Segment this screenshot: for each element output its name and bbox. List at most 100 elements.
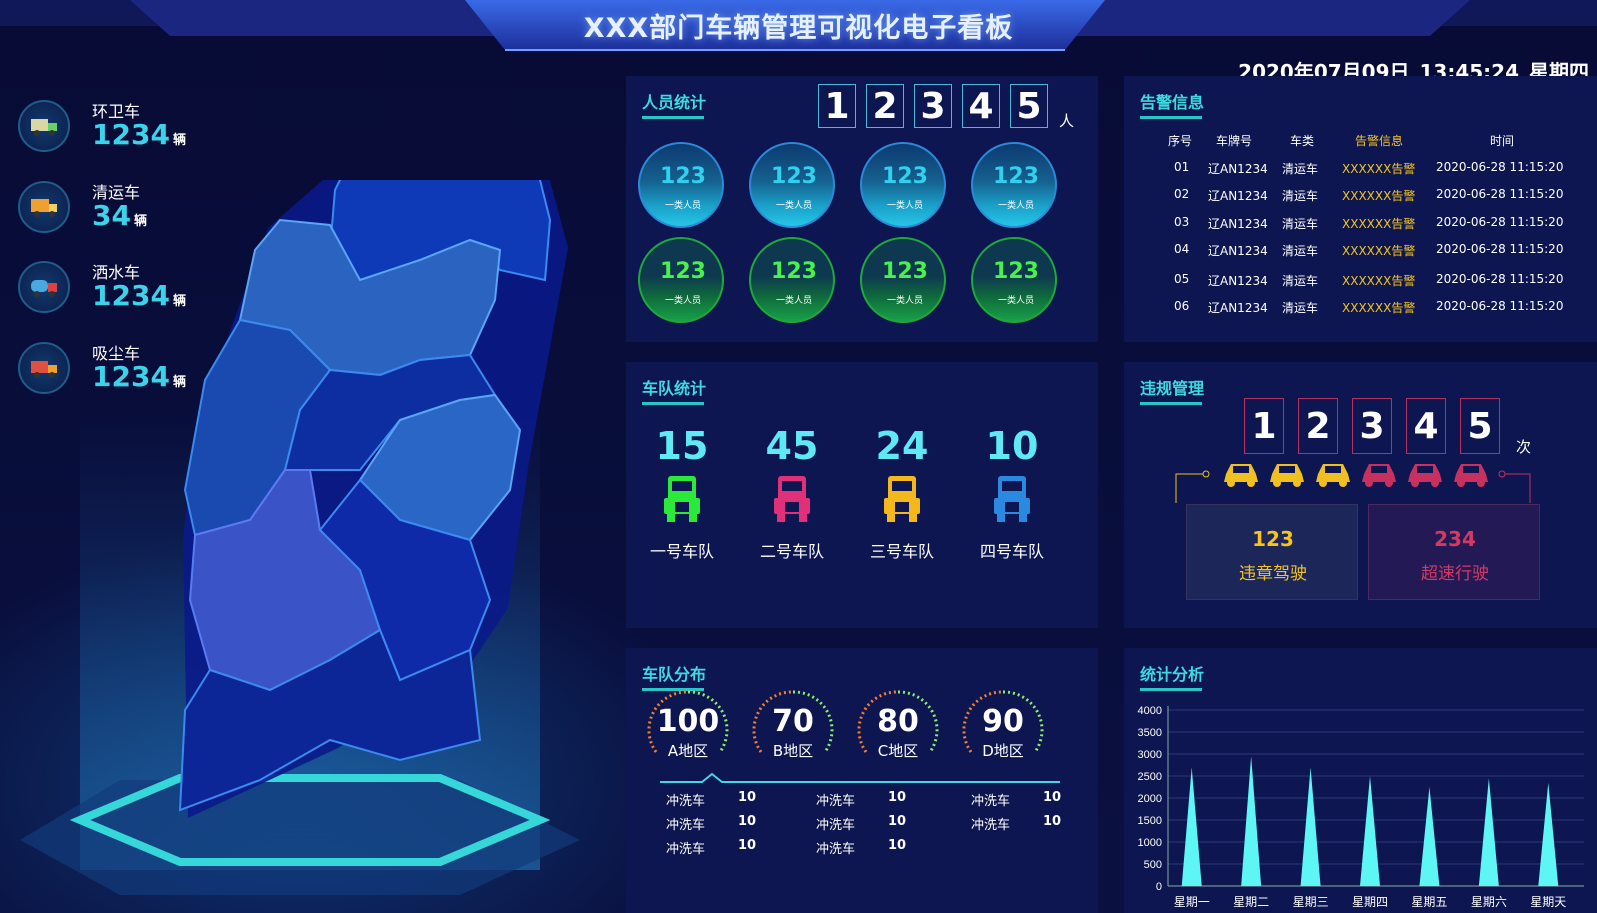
map-region-southeast	[318, 478, 492, 682]
bar	[1419, 787, 1440, 886]
car-icon	[1316, 464, 1350, 487]
truck-icon	[664, 476, 700, 522]
y-tick-label: 4000	[1138, 705, 1162, 717]
sprinkler-truck-icon	[18, 261, 70, 313]
y-tick-label: 0	[1156, 881, 1162, 893]
alarm-cell-plate: 辽AN1234	[1208, 189, 1268, 203]
alarm-cell-plate: 辽AN1234	[1208, 274, 1268, 288]
team-value: 24	[875, 424, 929, 468]
vehicle-count: 34 辆	[92, 199, 147, 232]
violation-digit: 3	[1352, 398, 1392, 454]
car-icon	[1408, 464, 1442, 487]
violation-box-label: 超速行驶	[1421, 564, 1489, 584]
vehicle-name: 洒水车	[92, 263, 141, 282]
y-tick-label: 500	[1144, 859, 1162, 871]
alarm-cell-info: XXXXXX告警	[1342, 244, 1416, 258]
delivery-truck-icon	[18, 181, 70, 233]
personnel-label: 一类人员	[775, 201, 812, 211]
panel-title: 统计分析	[1140, 665, 1205, 684]
item-value: 10	[888, 838, 907, 853]
personnel-circle: 123 一类人员	[749, 237, 835, 323]
region-gauge: 100 A地区	[642, 686, 734, 766]
distribution-item: 冲洗车 10	[816, 790, 906, 809]
personnel-circle: 123 一类人员	[971, 142, 1057, 228]
violation-unit: 次	[1516, 438, 1532, 456]
fleet-team: 24 三号车队	[852, 424, 952, 562]
alarm-cell-no: 06	[1174, 299, 1190, 313]
alarm-cell-time: 2020-06-28 11:15:20	[1436, 272, 1564, 286]
violation-digit: 1	[1244, 398, 1284, 454]
gauge-value: 80	[877, 704, 919, 739]
x-tick-label: 星期三	[1293, 895, 1329, 909]
personnel-label: 一类人员	[886, 201, 923, 211]
team-label: 一号车队	[649, 542, 714, 561]
bar	[1360, 776, 1380, 886]
car-icon	[1224, 464, 1258, 487]
distribution-item: 冲洗车 10	[666, 790, 756, 809]
personnel-digit: 2	[866, 84, 904, 128]
personnel-value: 123	[882, 259, 928, 284]
truck-icon	[994, 476, 1030, 522]
title-underline	[642, 402, 704, 405]
personnel-label: 一类人员	[664, 296, 701, 306]
gauge-ring	[857, 690, 939, 753]
x-tick-label: 星期天	[1530, 895, 1566, 909]
item-value: 10	[1043, 814, 1062, 829]
bar	[1181, 767, 1202, 886]
alarm-cell-plate: 辽AN1234	[1208, 244, 1268, 258]
alarm-cell-info: XXXXXX告警	[1342, 162, 1416, 176]
alarm-row: 04 辽AN1234 清运车 XXXXXX告警 2020-06-28 11:15:20	[1124, 242, 1597, 258]
violation-digit: 2	[1298, 398, 1338, 454]
personnel-value: 123	[771, 259, 817, 284]
vehicle-item: 洒水车 1234 辆	[18, 253, 218, 319]
fleet-team: 15 一号车队	[632, 424, 732, 562]
x-tick-label: 星期六	[1471, 895, 1507, 909]
team-label: 三号车队	[869, 542, 934, 561]
distribution-item: 冲洗车 10	[666, 838, 756, 857]
item-name: 冲洗车	[666, 818, 706, 833]
alarm-cell-no: 01	[1174, 160, 1190, 174]
personnel-label: 一类人员	[997, 201, 1034, 211]
alarm-cell-plate: 辽AN1234	[1208, 162, 1268, 176]
alarm-cell-type: 清运车	[1282, 189, 1319, 203]
x-tick-label: 星期一	[1174, 895, 1210, 909]
distribution-item: 冲洗车 10	[971, 814, 1061, 833]
violation-box-illegal: 123 违章驾驶	[1186, 504, 1358, 600]
team-value: 10	[985, 424, 1039, 468]
violation-box-value: 123	[1252, 527, 1294, 551]
gauge-label: C地区	[877, 742, 919, 760]
personnel-digit: 5	[1010, 84, 1048, 128]
base-platform	[20, 780, 580, 895]
title-underline	[642, 116, 704, 119]
vehicle-count: 1234 辆	[92, 360, 186, 393]
gauge-label: A地区	[667, 742, 709, 760]
item-value: 10	[738, 790, 757, 805]
vehicle-name: 环卫车	[92, 102, 141, 121]
gauge-ring	[647, 690, 729, 753]
gauge-ring	[962, 690, 1044, 753]
personnel-digit: 4	[962, 84, 1000, 128]
bar	[1538, 782, 1559, 886]
team-label: 二号车队	[759, 542, 824, 561]
col-header: 序号	[1168, 134, 1193, 148]
bar	[1300, 767, 1321, 886]
item-value: 10	[738, 814, 757, 829]
alarm-panel: 告警信息 序号 车牌号 车类 告警信息 时间 01 辽AN1234 清运车 XXXXX…	[1124, 76, 1597, 342]
personnel-unit: 人	[1059, 112, 1075, 130]
alarm-cell-time: 2020-06-28 11:15:20	[1436, 187, 1564, 201]
item-value: 10	[738, 838, 757, 853]
distribution-divider	[660, 772, 1060, 783]
personnel-label: 一类人员	[664, 201, 701, 211]
panel-title: 告警信息	[1140, 93, 1205, 112]
col-header: 告警信息	[1355, 134, 1404, 148]
personnel-value: 123	[660, 164, 706, 189]
y-tick-label: 3500	[1138, 727, 1162, 739]
personnel-label: 一类人员	[775, 296, 812, 306]
region-gauge: 80 C地区	[852, 686, 944, 766]
alarm-cell-type: 清运车	[1282, 244, 1319, 258]
violation-digit: 4	[1406, 398, 1446, 454]
item-name: 冲洗车	[666, 794, 706, 809]
personnel-panel: 人员统计 1 2 3 4 5 人 123 一类人员 123 一类人员 123 一类人员 12…	[626, 76, 1098, 342]
alarm-cell-info: XXXXXX告警	[1342, 274, 1416, 288]
alarm-row: 05 辽AN1234 清运车 XXXXXX告警 2020-06-28 11:15:20	[1124, 272, 1597, 288]
